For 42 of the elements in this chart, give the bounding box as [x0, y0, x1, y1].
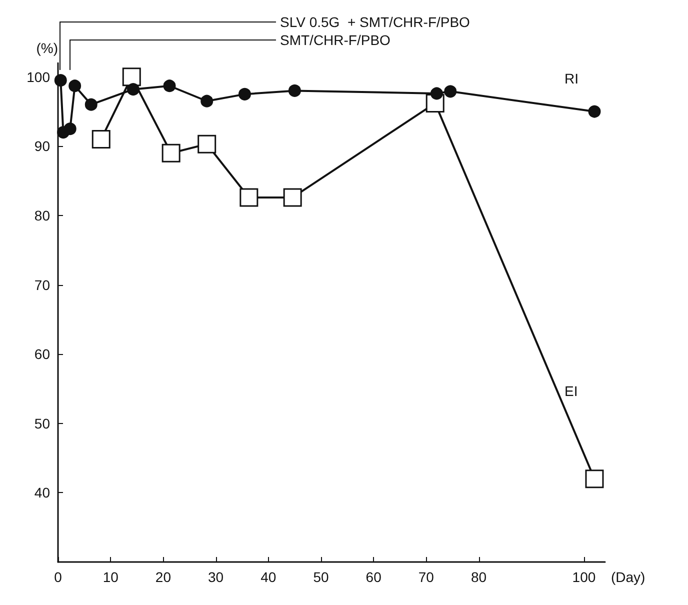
point: [68, 80, 82, 92]
x-tick-label: 80: [470, 569, 487, 585]
point: [200, 94, 214, 108]
y-tick-label: 40: [34, 484, 50, 501]
point: [240, 188, 258, 207]
point: [163, 80, 176, 92]
point: [585, 470, 604, 488]
point: [92, 130, 110, 148]
point: [288, 84, 301, 97]
x-tick-label: 20: [155, 569, 172, 585]
series-label: EI: [564, 382, 578, 399]
y-tick-label: 90: [34, 138, 50, 154]
point: [588, 105, 601, 118]
x-tick-label: 40: [260, 569, 276, 585]
y-tick-label: 60: [34, 346, 50, 362]
x-tick-label: 50: [313, 569, 329, 585]
text: SLV 0.5G + SMT/CHR-F/PBO: [280, 14, 470, 30]
point: [444, 85, 457, 98]
y-axis-title: (%): [36, 40, 58, 56]
point: [283, 188, 302, 207]
text: SMT/CHR-F/PBO: [280, 32, 391, 48]
x-tick-label: 100: [572, 569, 596, 585]
x-tick-label: 70: [418, 569, 434, 585]
x-tick-label: 30: [208, 569, 224, 585]
point: [64, 122, 76, 136]
point: [430, 87, 443, 100]
y-tick-label: 80: [34, 207, 50, 224]
point: [198, 134, 216, 154]
point: [84, 98, 98, 111]
x-tick-label: 60: [366, 569, 382, 585]
x-axis-title: (Day): [611, 569, 646, 585]
point: [54, 74, 67, 87]
point: [126, 83, 140, 96]
y-tick-label: 100: [26, 68, 50, 85]
y-tick-label: 50: [34, 415, 50, 432]
point: [162, 144, 180, 162]
y-tick-label: 70: [34, 276, 50, 293]
x-tick-label: 0: [54, 569, 62, 585]
point: [122, 68, 141, 86]
x-tick-label: 10: [102, 569, 119, 585]
point: [238, 88, 251, 100]
series-label: RI: [564, 70, 578, 87]
